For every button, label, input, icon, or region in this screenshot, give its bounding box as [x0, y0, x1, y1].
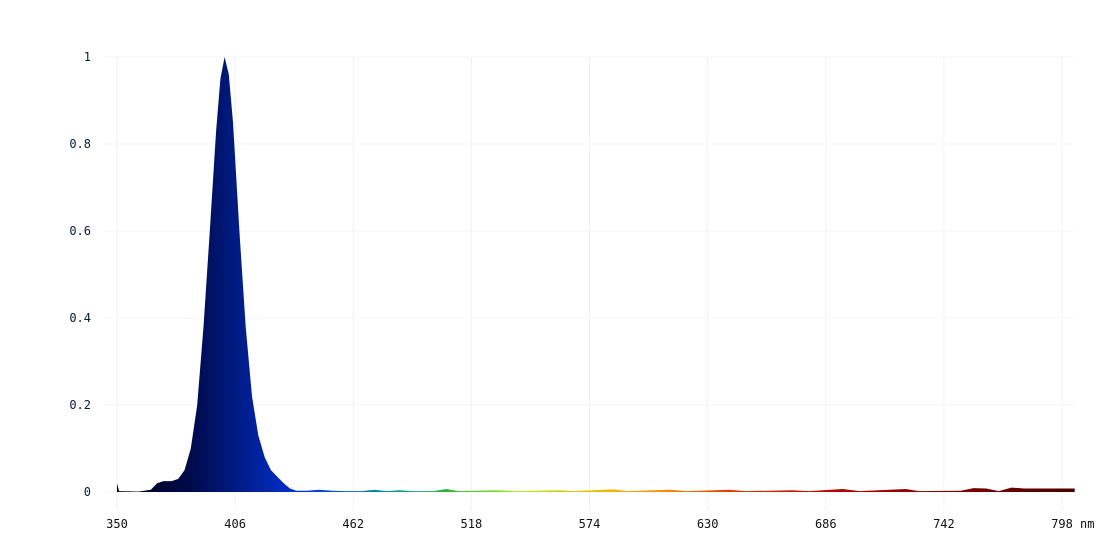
y-tick-label: 0.2 — [69, 398, 91, 412]
x-tick-label: 798 — [1051, 517, 1073, 531]
y-tick-label: 0 — [84, 485, 91, 499]
x-tick-label: 406 — [224, 517, 246, 531]
x-tick-label: 518 — [461, 517, 483, 531]
x-tick-label: 462 — [342, 517, 364, 531]
x-tick-label: 574 — [579, 517, 601, 531]
y-tick-label: 1 — [84, 50, 91, 64]
x-tick-label: 742 — [933, 517, 955, 531]
x-tick-label: 350 — [106, 517, 128, 531]
spectrum-area — [117, 57, 1075, 492]
x-tick-label: 630 — [697, 517, 719, 531]
x-unit-label: nm — [1080, 517, 1094, 531]
y-axis: 0 0.2 0.4 0.6 0.8 1 — [69, 50, 91, 499]
y-tick-label: 0.4 — [69, 311, 91, 325]
y-tick-label: 0.8 — [69, 137, 91, 151]
y-tick-label: 0.6 — [69, 224, 91, 238]
x-tick-label: 686 — [815, 517, 837, 531]
x-axis: 350 406 462 518 574 630 686 742 798 — [106, 517, 1073, 531]
